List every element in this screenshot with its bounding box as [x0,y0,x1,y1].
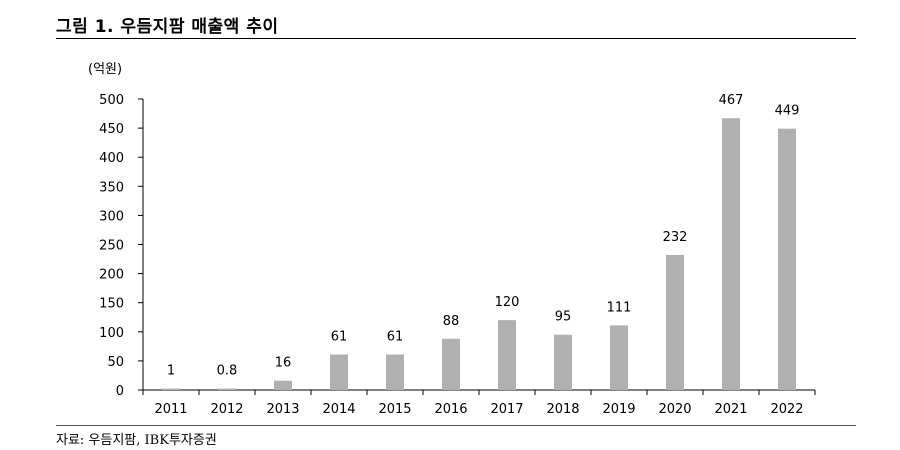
data-label: 16 [275,356,292,371]
title-divider [56,38,856,39]
data-label: 467 [719,93,744,108]
source-note: 자료: 우듬지팜, IBK투자증권 [56,433,217,448]
data-labels: 1 0.8 16 61 61 88 120 95 111 232 467 449 [167,93,800,378]
data-label: 111 [607,300,632,315]
bar [274,380,292,390]
y-tick-label: 300 [99,209,124,224]
y-tick-label: 50 [107,355,124,370]
bar [218,388,236,390]
bar [610,325,628,390]
x-tick-label: 2015 [378,402,411,417]
bar [554,334,572,390]
data-label: 0.8 [217,364,238,379]
bar [330,354,348,390]
y-tick-label: 0 [116,384,124,399]
y-tick-label: 200 [99,268,124,283]
x-tick-label: 2017 [490,402,523,417]
data-label: 449 [775,104,800,119]
bar [778,128,796,390]
x-tick-label: 2013 [266,402,299,417]
y-unit-label: (억원) [88,62,122,77]
y-axis: 0 50 100 150 200 250 300 350 400 450 500 [99,93,144,399]
bar [386,354,404,390]
data-label: 232 [663,230,688,245]
x-tick-label: 2020 [658,402,691,417]
data-label: 1 [167,364,175,379]
bar [162,388,180,390]
footer-divider [56,425,856,426]
data-label: 88 [443,314,460,329]
x-tick-label: 2018 [546,402,579,417]
y-tick-label: 250 [99,239,124,254]
x-tick-label: 2011 [154,402,187,417]
x-tick-label: 2014 [322,402,355,417]
y-tick-label: 150 [99,297,124,312]
data-label: 61 [387,329,404,344]
data-label: 61 [331,329,348,344]
data-label: 120 [495,295,520,310]
x-tick-label: 2012 [210,402,243,417]
y-tick-label: 450 [99,122,124,137]
y-tick-label: 350 [99,180,124,195]
x-axis: 2011 2012 2013 2014 2015 2016 2017 2018 2019 2020… [142,389,816,417]
y-tick-label: 400 [99,151,124,166]
data-label: 95 [555,310,572,325]
bars [162,118,796,391]
x-tick-label: 2022 [770,402,803,417]
bar [442,338,460,390]
x-tick-label: 2021 [714,402,747,417]
bar [666,254,684,390]
y-tick-label: 100 [99,326,124,341]
figure-title: 그림 1. 우듬지팜 매출액 추이 [56,17,279,37]
bar-chart: (억원) 0 50 100 150 200 250 300 350 400 450 500 2011… [88,62,816,417]
x-tick-label: 2019 [602,402,635,417]
bar [722,118,740,391]
bar [498,320,516,390]
x-tick-label: 2016 [434,402,467,417]
y-tick-label: 500 [99,93,124,108]
